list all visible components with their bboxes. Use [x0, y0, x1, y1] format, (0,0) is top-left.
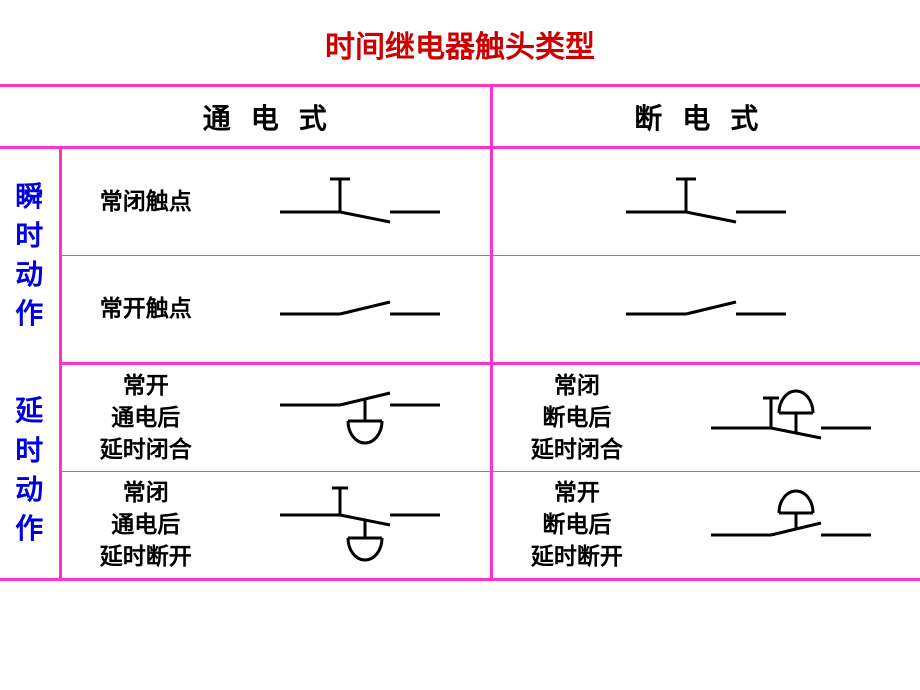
nc-contact-icon	[270, 167, 450, 237]
no-contact-icon	[616, 274, 796, 344]
r4-desc-b: 常开断电后延时断开	[491, 472, 661, 580]
r3-desc-a: 常开通电后延时闭合	[60, 364, 230, 472]
r2-sym-b	[491, 256, 920, 364]
rowgroup-instant: 瞬时动作	[0, 148, 60, 364]
nc-ondelay-open-icon	[270, 480, 450, 570]
r2-sym-a	[230, 256, 491, 364]
rowgroup-delay-label: 延时动作	[15, 396, 43, 545]
relay-table: 通电式 断电式 瞬时动作 常闭触点	[0, 84, 920, 581]
nc-offdelay-close-icon	[701, 373, 881, 463]
hdr-col2: 断电式	[491, 86, 920, 148]
hdr-empty	[0, 86, 60, 148]
r1-sym-a	[230, 148, 491, 256]
no-contact-icon	[270, 274, 450, 344]
nc-contact-icon	[616, 167, 796, 237]
page-title: 时间继电器触头类型	[0, 0, 920, 84]
r1-sym-b	[491, 148, 920, 256]
r4-desc-a: 常闭通电后延时断开	[60, 472, 230, 580]
rowgroup-instant-label: 瞬时动作	[15, 182, 43, 331]
r4-sym-a	[230, 472, 491, 580]
rowgroup-delay: 延时动作	[0, 364, 60, 580]
r3-sym-b	[661, 364, 920, 472]
r3-sym-a	[230, 364, 491, 472]
no-ondelay-close-icon	[270, 373, 450, 463]
hdr-col1: 通电式	[60, 86, 491, 148]
r4-sym-b	[661, 472, 920, 580]
r3-desc-b: 常闭断电后延时闭合	[491, 364, 661, 472]
r2-desc: 常开触点	[60, 256, 230, 364]
no-offdelay-open-icon	[701, 480, 881, 570]
r1-desc: 常闭触点	[60, 148, 230, 256]
